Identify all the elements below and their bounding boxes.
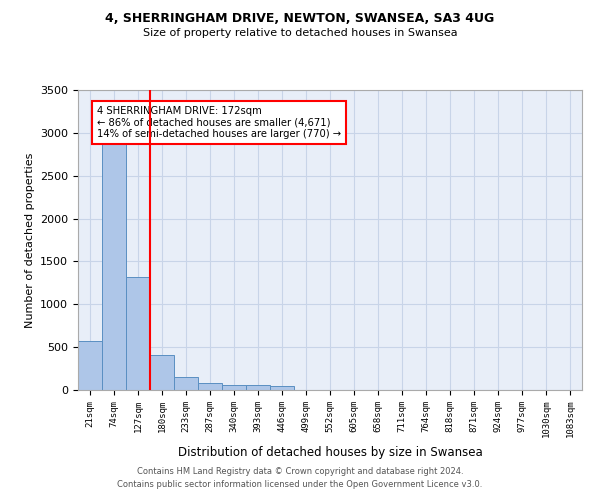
Bar [126, 277, 150, 390]
Text: 4, SHERRINGHAM DRIVE, NEWTON, SWANSEA, SA3 4UG: 4, SHERRINGHAM DRIVE, NEWTON, SWANSEA, S… [106, 12, 494, 26]
Bar [174, 376, 198, 390]
Bar [150, 355, 174, 390]
X-axis label: Distribution of detached houses by size in Swansea: Distribution of detached houses by size … [178, 446, 482, 458]
Bar [270, 386, 294, 390]
Text: Size of property relative to detached houses in Swansea: Size of property relative to detached ho… [143, 28, 457, 38]
Text: Contains public sector information licensed under the Open Government Licence v3: Contains public sector information licen… [118, 480, 482, 489]
Bar [246, 386, 270, 390]
Y-axis label: Number of detached properties: Number of detached properties [25, 152, 35, 328]
Bar [198, 383, 222, 390]
Bar [222, 385, 246, 390]
Bar [78, 341, 102, 390]
Bar [102, 140, 126, 390]
Text: Contains HM Land Registry data © Crown copyright and database right 2024.: Contains HM Land Registry data © Crown c… [137, 467, 463, 476]
Text: 4 SHERRINGHAM DRIVE: 172sqm
← 86% of detached houses are smaller (4,671)
14% of : 4 SHERRINGHAM DRIVE: 172sqm ← 86% of det… [97, 106, 341, 140]
